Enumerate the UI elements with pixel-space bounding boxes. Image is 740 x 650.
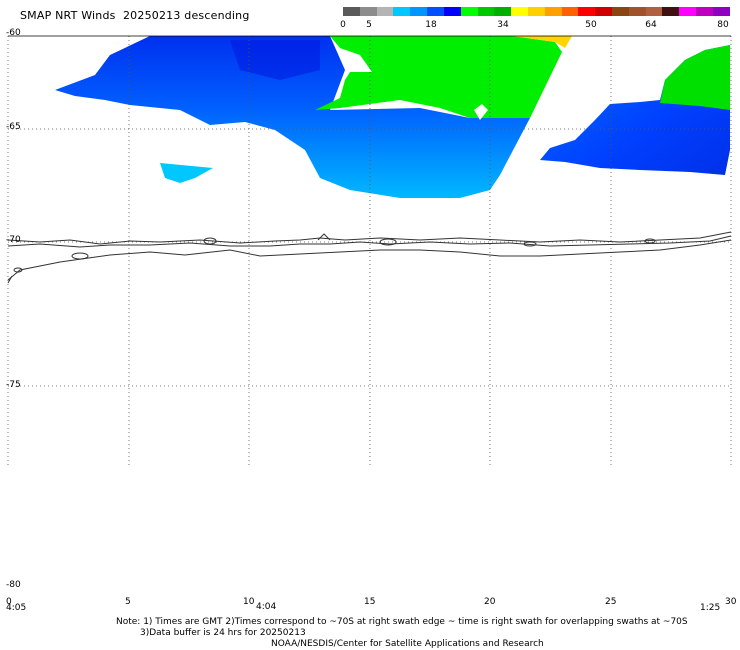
lat-label-75: -75 [6,380,21,390]
wind-speed-colorbar [343,7,730,16]
note-line-2: 3)Data buffer is 24 hrs for 20250213 [140,628,306,638]
colorbar-swatch [443,7,461,16]
note-line-3: NOAA/NESDIS/Center for Satellite Applica… [271,639,544,649]
colorbar-swatch [343,7,360,16]
colorbar-swatch [359,7,377,16]
swath-time-0: 4:05 [6,603,27,613]
lat-label-80: -80 [6,580,21,590]
swath-time-1: 4:04 [256,602,277,612]
colorbar-swatch [595,7,612,16]
lon-label-25: 25 [605,597,617,607]
colorbar-swatch [544,7,562,16]
colorbar-swatch [628,7,646,16]
colorbar-label-64: 64 [645,20,657,30]
colorbar-swatch [679,7,697,16]
colorbar-swatch [494,7,512,16]
colorbar-label-5: 5 [366,20,372,30]
antarctic-coastline [7,231,732,284]
colorbar-label-50: 50 [585,20,597,30]
wind-swath-east [540,45,730,175]
colorbar-label-18: 18 [425,20,437,30]
lat-label-60: -60 [6,28,21,38]
wind-swath-green [315,36,572,120]
lat-label-70: -70 [6,235,21,245]
colorbar-swatch [410,7,428,16]
lon-label-20: 20 [484,597,496,607]
colorbar-swatch [393,7,411,16]
colorbar-swatch [712,7,730,16]
colorbar-swatch [578,7,596,16]
colorbar-swatch [511,7,528,16]
colorbar-swatch [527,7,545,16]
lon-label-5: 5 [125,597,131,607]
wind-swath-west [55,36,530,198]
colorbar-label-80: 80 [717,20,729,30]
colorbar-label-34: 34 [497,20,509,30]
colorbar-swatch [427,7,444,16]
colorbar-swatch [696,7,713,16]
lon-label-15: 15 [364,597,376,607]
colorbar-swatch [376,7,394,16]
swath-time-2: 1:25 [700,603,721,613]
lat-label-65: -65 [6,122,21,132]
plot-title: SMAP NRT Winds 20250213 descending [20,9,250,22]
lon-label-30: 30 [725,597,737,607]
colorbar-swatch [477,7,495,16]
colorbar-label-0: 0 [340,20,346,30]
note-line-1: Note: 1) Times are GMT 2)Times correspon… [116,617,688,627]
colorbar-swatch [662,7,680,16]
lon-label-0: 0 [6,597,12,607]
colorbar-swatch [460,7,478,16]
map-grid [7,36,732,465]
colorbar-swatch [612,7,629,16]
colorbar-swatch [645,7,663,16]
colorbar-swatch [561,7,579,16]
lon-label-10: 10 [243,597,255,607]
